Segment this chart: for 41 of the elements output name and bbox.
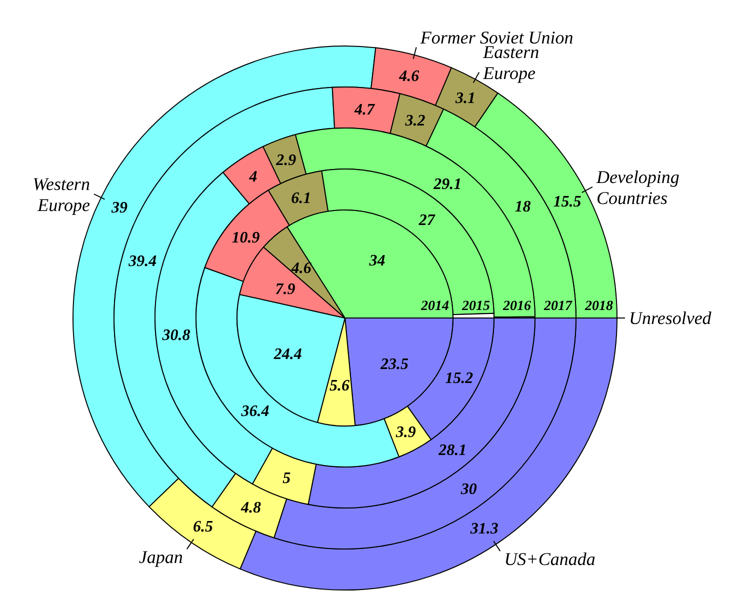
- slice-label: Former Soviet Union: [419, 27, 574, 48]
- data-label: 30.8: [161, 326, 190, 344]
- data-label: 4.8: [240, 499, 261, 516]
- data-label: 29.1: [432, 176, 462, 194]
- data-label: 39.4: [128, 252, 157, 270]
- slice-label: US+Canada: [504, 549, 596, 570]
- data-label: 31.3: [469, 520, 498, 538]
- slice-label: Western Europe: [32, 174, 90, 216]
- data-label: 10.9: [232, 229, 260, 246]
- slice-label: 2018: [584, 299, 613, 314]
- slice-label: 2015: [461, 299, 490, 314]
- data-label: 2.9: [275, 152, 296, 170]
- data-label: 15.2: [445, 370, 474, 388]
- data-label: 39: [110, 200, 128, 217]
- data-label: 3.1: [454, 90, 476, 108]
- data-label: 7.9: [275, 280, 296, 298]
- slice-label: 2016: [502, 299, 531, 314]
- data-label: 6.5: [192, 518, 213, 536]
- data-label: 6.1: [291, 190, 312, 208]
- slice-label: 2014: [420, 299, 449, 314]
- data-label: 3.2: [404, 112, 426, 130]
- data-label: 18: [514, 198, 531, 216]
- data-label: 3.9: [394, 424, 416, 442]
- data-label: 36.4: [240, 403, 270, 420]
- data-label: 4.6: [290, 260, 312, 278]
- data-label: 28.1: [438, 442, 467, 459]
- data-label: 23.5: [380, 356, 409, 374]
- data-label: 4.6: [398, 68, 420, 85]
- data-label: 4: [248, 168, 258, 186]
- data-label: 30: [460, 481, 477, 498]
- slice-label: Developing Countries: [595, 166, 680, 208]
- data-label: 4.7: [353, 101, 376, 118]
- legend-label: Unresolved: [629, 308, 712, 328]
- data-label: 24.4: [272, 346, 302, 363]
- data-label: 5: [282, 470, 291, 488]
- data-label: 5.6: [330, 378, 350, 395]
- slice-label: 2017: [543, 299, 573, 314]
- data-label: 34: [368, 252, 386, 270]
- data-label: 27: [418, 212, 436, 229]
- data-label: 15.5: [553, 193, 582, 210]
- slice-label: Japan: [138, 547, 183, 568]
